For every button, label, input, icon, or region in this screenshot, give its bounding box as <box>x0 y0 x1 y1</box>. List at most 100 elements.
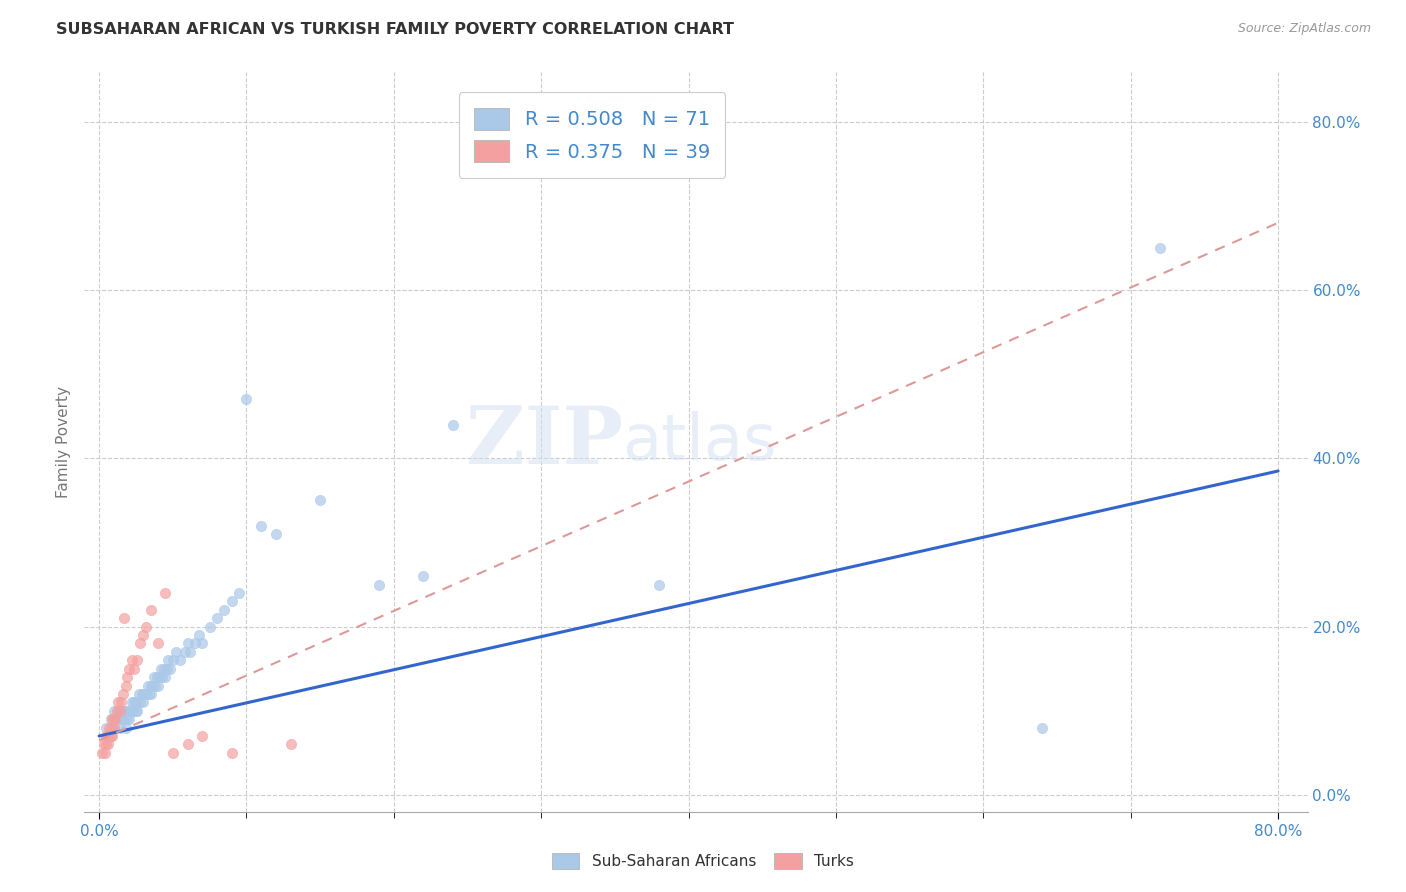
Point <box>169 653 191 667</box>
Point <box>250 518 273 533</box>
Point <box>143 679 166 693</box>
Point <box>155 586 177 600</box>
Point <box>125 704 148 718</box>
Point <box>107 695 129 709</box>
Point <box>96 738 118 752</box>
Point <box>141 679 163 693</box>
Point <box>115 670 138 684</box>
Y-axis label: Family Poverty: Family Poverty <box>56 385 72 498</box>
Point <box>214 603 236 617</box>
Point <box>108 704 131 718</box>
Point <box>112 704 135 718</box>
Point <box>91 746 114 760</box>
Point <box>155 670 177 684</box>
Point <box>121 704 143 718</box>
Point <box>235 392 257 407</box>
Point <box>97 729 120 743</box>
Point <box>165 645 187 659</box>
Point <box>117 662 139 676</box>
Point <box>142 670 165 684</box>
Point <box>122 704 145 718</box>
Point <box>176 636 198 650</box>
Point <box>412 569 434 583</box>
Point <box>162 746 184 760</box>
Point <box>105 712 128 726</box>
Point <box>145 670 167 684</box>
Point <box>103 721 125 735</box>
Point <box>124 662 146 676</box>
Point <box>110 704 132 718</box>
Point <box>135 687 157 701</box>
Point <box>94 746 117 760</box>
Point <box>1149 241 1171 255</box>
Point <box>110 695 132 709</box>
Point <box>96 729 118 743</box>
Point <box>107 704 129 718</box>
Point <box>101 712 124 726</box>
Point <box>132 687 155 701</box>
Point <box>118 704 141 718</box>
Point <box>129 636 152 650</box>
Point <box>124 695 146 709</box>
Point <box>96 721 118 735</box>
Point <box>114 679 136 693</box>
Point <box>100 712 122 726</box>
Point <box>136 679 159 693</box>
Point <box>103 712 125 726</box>
Point <box>280 738 302 752</box>
Point <box>176 738 198 752</box>
Point <box>127 704 149 718</box>
Point <box>205 611 228 625</box>
Point <box>221 746 243 760</box>
Text: ZIP: ZIP <box>465 402 623 481</box>
Point <box>103 721 125 735</box>
Point <box>112 611 135 625</box>
Point <box>221 594 243 608</box>
Point <box>157 653 180 667</box>
Point <box>309 493 332 508</box>
Point <box>132 695 155 709</box>
Point <box>111 712 134 726</box>
Point <box>648 577 671 591</box>
Text: atlas: atlas <box>623 410 778 473</box>
Point <box>121 695 143 709</box>
Point <box>121 653 143 667</box>
Point <box>173 645 195 659</box>
Point <box>191 636 214 650</box>
Point <box>114 721 136 735</box>
Point <box>184 636 207 650</box>
Point <box>150 662 173 676</box>
Point <box>135 619 157 633</box>
Point <box>104 712 127 726</box>
Point <box>117 712 139 726</box>
Point <box>162 653 184 667</box>
Point <box>1031 721 1053 735</box>
Point <box>148 670 170 684</box>
Text: Source: ZipAtlas.com: Source: ZipAtlas.com <box>1237 22 1371 36</box>
Point <box>368 577 391 591</box>
Point <box>153 662 176 676</box>
Legend: R = 0.508   N = 71, R = 0.375   N = 39: R = 0.508 N = 71, R = 0.375 N = 39 <box>458 92 725 178</box>
Point <box>128 687 150 701</box>
Point <box>146 636 169 650</box>
Point <box>159 662 181 676</box>
Point <box>98 721 121 735</box>
Point <box>111 687 134 701</box>
Point <box>114 704 136 718</box>
Point <box>101 729 124 743</box>
Point <box>125 695 148 709</box>
Point <box>139 603 162 617</box>
Point <box>93 738 115 752</box>
Point <box>110 712 132 726</box>
Legend: Sub-Saharan Africans, Turks: Sub-Saharan Africans, Turks <box>546 847 860 875</box>
Point <box>152 670 174 684</box>
Point <box>103 704 125 718</box>
Point <box>97 738 120 752</box>
Point <box>179 645 201 659</box>
Point <box>117 704 139 718</box>
Point <box>139 687 162 701</box>
Point <box>131 687 153 701</box>
Text: SUBSAHARAN AFRICAN VS TURKISH FAMILY POVERTY CORRELATION CHART: SUBSAHARAN AFRICAN VS TURKISH FAMILY POV… <box>56 22 734 37</box>
Point <box>139 679 162 693</box>
Point <box>100 729 122 743</box>
